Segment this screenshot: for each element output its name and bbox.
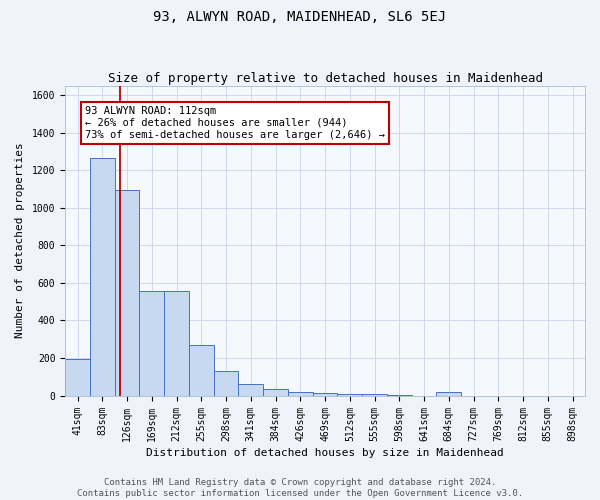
Bar xyxy=(189,345,214,396)
Title: Size of property relative to detached houses in Maidenhead: Size of property relative to detached ho… xyxy=(107,72,542,85)
Bar xyxy=(362,394,387,396)
Bar xyxy=(214,371,238,396)
Bar xyxy=(139,292,164,396)
Bar xyxy=(387,394,412,396)
Bar xyxy=(288,392,313,396)
Bar xyxy=(115,190,139,396)
Y-axis label: Number of detached properties: Number of detached properties xyxy=(15,143,25,338)
Bar xyxy=(263,389,288,396)
Bar xyxy=(313,394,337,396)
Bar xyxy=(238,384,263,396)
Bar xyxy=(90,158,115,396)
X-axis label: Distribution of detached houses by size in Maidenhead: Distribution of detached houses by size … xyxy=(146,448,504,458)
Text: 93 ALWYN ROAD: 112sqm
← 26% of detached houses are smaller (944)
73% of semi-det: 93 ALWYN ROAD: 112sqm ← 26% of detached … xyxy=(85,106,385,140)
Bar xyxy=(164,292,189,396)
Bar xyxy=(337,394,362,396)
Text: Contains HM Land Registry data © Crown copyright and database right 2024.
Contai: Contains HM Land Registry data © Crown c… xyxy=(77,478,523,498)
Bar xyxy=(65,359,90,396)
Text: 93, ALWYN ROAD, MAIDENHEAD, SL6 5EJ: 93, ALWYN ROAD, MAIDENHEAD, SL6 5EJ xyxy=(154,10,446,24)
Bar xyxy=(436,392,461,396)
